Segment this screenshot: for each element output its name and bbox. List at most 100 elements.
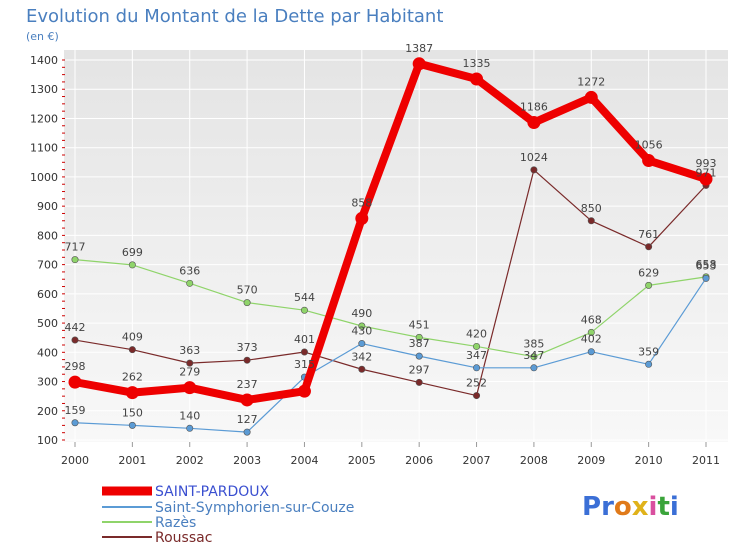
data-label: 159 (65, 404, 86, 417)
data-point (645, 281, 653, 289)
data-point (470, 72, 484, 86)
legend-label: Roussac (155, 530, 212, 546)
x-tick-label: 2009 (577, 454, 605, 467)
data-label: 971 (696, 166, 717, 179)
logo-letter: r (601, 492, 614, 522)
x-tick-label: 2005 (348, 454, 376, 467)
logo-letter: o (614, 492, 632, 522)
data-point (473, 392, 481, 400)
y-tick-label: 500 (37, 317, 58, 330)
data-label: 1056 (635, 139, 663, 152)
data-label: 544 (294, 291, 315, 304)
data-label: 850 (581, 202, 602, 215)
data-label: 993 (696, 157, 717, 170)
data-label: 1186 (520, 101, 548, 114)
y-tick-label: 900 (37, 200, 58, 213)
data-point (584, 90, 598, 104)
data-point (527, 116, 541, 130)
data-label: 297 (409, 363, 430, 376)
y-tick-label: 1000 (30, 171, 58, 184)
legend-label: Saint-Symphorien-sur-Couze (155, 500, 354, 516)
data-point (297, 384, 311, 398)
logo-letter: i (649, 492, 658, 522)
x-tick-label: 2000 (61, 454, 89, 467)
data-point (587, 348, 595, 356)
data-point (243, 428, 251, 436)
logo-letter: i (670, 492, 679, 522)
x-tick-label: 2010 (635, 454, 663, 467)
y-tick-label: 1400 (30, 54, 58, 67)
logo-letter: P (582, 492, 601, 522)
data-point (71, 256, 79, 264)
series-saint-pardoux (68, 57, 713, 407)
data-label: 468 (581, 313, 602, 326)
data-point (71, 419, 79, 427)
data-label: 279 (179, 366, 200, 379)
data-label: 387 (409, 337, 430, 350)
data-label: 858 (351, 196, 372, 209)
data-point (415, 378, 423, 386)
series-line (74, 277, 707, 433)
chart-title: Evolution du Montant de la Dette par Hab… (26, 6, 443, 27)
data-point (642, 154, 656, 168)
series-line (71, 59, 710, 404)
data-label: 717 (65, 241, 86, 254)
data-label: 490 (351, 307, 372, 320)
x-tick-label: 2003 (233, 454, 261, 467)
data-label: 298 (65, 360, 86, 373)
logo-letter: t (657, 492, 669, 522)
x-tick-label: 2008 (520, 454, 548, 467)
data-label: 347 (523, 349, 544, 362)
axes: 100 200 300 400 500 600 700 800 900 1000 1100 1200 1… (30, 54, 720, 467)
y-tick-label: 400 (37, 346, 58, 359)
series-line (74, 169, 707, 397)
y-tick-label: 100 (37, 434, 58, 447)
x-tick-label: 2006 (405, 454, 433, 467)
data-point (530, 353, 538, 361)
data-point (128, 421, 136, 429)
plot-area (64, 50, 728, 442)
logo-letter: x (632, 492, 649, 522)
data-point (243, 356, 251, 364)
y-tick-label: 1300 (30, 83, 58, 96)
series-raz-s (71, 256, 710, 361)
data-point (186, 359, 194, 367)
data-label: 430 (351, 325, 372, 338)
y-tick-label: 300 (37, 376, 58, 389)
data-label: 342 (351, 350, 372, 363)
data-label: 347 (466, 349, 487, 362)
data-label: 140 (179, 409, 200, 422)
data-point (415, 352, 423, 360)
data-label: 150 (122, 406, 143, 419)
data-point (530, 166, 538, 174)
data-point (125, 386, 139, 400)
data-label: 658 (696, 258, 717, 271)
data-point (68, 375, 82, 389)
data-point (243, 299, 251, 307)
data-label: 127 (237, 413, 258, 426)
y-tick-label: 600 (37, 288, 58, 301)
data-labels: 442 409 363 373 401 342 297 252 1024 850 761 971 717… (65, 42, 717, 426)
data-label: 1335 (463, 57, 491, 70)
data-point (128, 346, 136, 354)
y-tick-label: 1100 (30, 142, 58, 155)
data-point (300, 348, 308, 356)
chart-subtitle: (en €) (26, 30, 59, 43)
y-tick-label: 200 (37, 405, 58, 418)
data-label: 442 (65, 321, 86, 334)
logo-text: Proxiti (582, 492, 679, 522)
data-point (300, 306, 308, 314)
data-point (473, 364, 481, 372)
y-tick-label: 800 (37, 229, 58, 242)
data-label: 420 (466, 327, 487, 340)
data-point (699, 172, 713, 186)
data-point (702, 274, 710, 282)
legend-label: SAINT-PARDOUX (155, 484, 270, 500)
data-label: 1272 (577, 75, 605, 88)
y-tick-label: 1200 (30, 112, 58, 125)
data-point (186, 279, 194, 287)
data-point (645, 243, 653, 251)
data-label: 761 (638, 228, 659, 241)
